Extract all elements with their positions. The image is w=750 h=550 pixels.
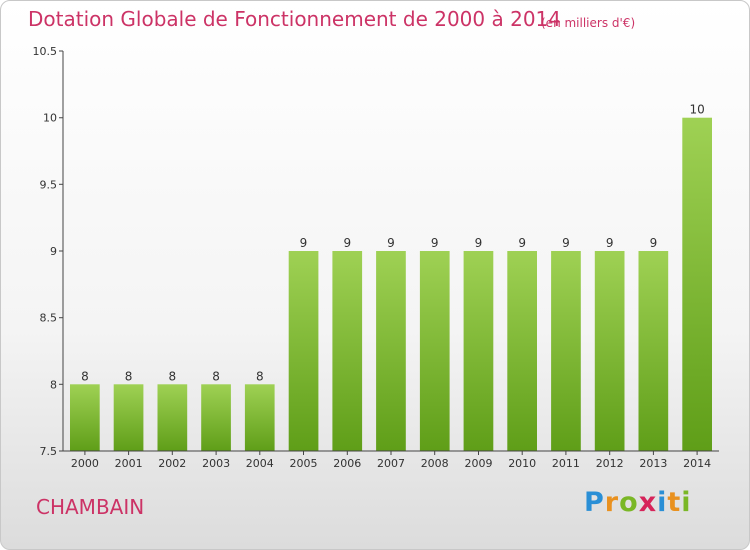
chart-title: Dotation Globale de Fonctionnement de 20… bbox=[28, 7, 561, 31]
data-label-2003: 8 bbox=[212, 369, 220, 383]
x-tick-label-2014: 2014 bbox=[683, 457, 711, 470]
x-tick-label-2000: 2000 bbox=[71, 457, 99, 470]
bar-2000 bbox=[70, 384, 100, 451]
x-tick-label-2013: 2013 bbox=[639, 457, 667, 470]
data-label-2012: 9 bbox=[606, 236, 614, 250]
y-tick-label-8: 8 bbox=[50, 378, 57, 391]
logo-letter: t bbox=[667, 487, 682, 518]
bar-2013 bbox=[638, 251, 669, 451]
y-tick-label-9.5: 9.5 bbox=[40, 178, 58, 191]
x-tick-label-2004: 2004 bbox=[246, 457, 274, 470]
commune-name: CHAMBAIN bbox=[36, 495, 145, 519]
data-label-2005: 9 bbox=[300, 236, 308, 250]
bar-2003 bbox=[201, 384, 231, 451]
bar-2005 bbox=[288, 251, 319, 451]
data-label-2002: 8 bbox=[168, 369, 176, 383]
unit-label: (en milliers d'€) bbox=[541, 16, 636, 30]
bar-2011 bbox=[551, 251, 581, 451]
logo-letter: P bbox=[584, 487, 605, 518]
logo-letter: r bbox=[604, 487, 620, 518]
bar-2010 bbox=[507, 251, 537, 451]
y-tick-label-9: 9 bbox=[50, 245, 57, 258]
bar-2009 bbox=[463, 251, 494, 451]
x-tick-label-2008: 2008 bbox=[421, 457, 449, 470]
x-tick-label-2006: 2006 bbox=[333, 457, 361, 470]
x-tick-label-2002: 2002 bbox=[158, 457, 186, 470]
data-label-2011: 9 bbox=[562, 236, 570, 250]
data-label-2001: 8 bbox=[125, 369, 133, 383]
axes-group: 2000 2001 2002 2003 2004 2005 2006 2007 2008 2009… bbox=[33, 45, 719, 470]
bar-2012 bbox=[594, 251, 625, 451]
y-tick-label-7.5: 7.5 bbox=[40, 445, 58, 458]
y-tick-label-8.5: 8.5 bbox=[40, 312, 58, 325]
x-tick-label-2003: 2003 bbox=[202, 457, 230, 470]
y-tick-label-10: 10 bbox=[43, 112, 57, 125]
bar-2004 bbox=[244, 384, 275, 451]
data-label-2007: 9 bbox=[387, 236, 395, 250]
y-tick-label-10.5: 10.5 bbox=[33, 45, 58, 58]
x-tick-label-2007: 2007 bbox=[377, 457, 405, 470]
data-label-2006: 9 bbox=[343, 236, 351, 250]
bar-2014 bbox=[682, 117, 712, 451]
data-label-2004: 8 bbox=[256, 369, 264, 383]
bar-2008 bbox=[419, 251, 450, 451]
data-label-2010: 9 bbox=[518, 236, 526, 250]
bar-2007 bbox=[376, 251, 406, 451]
bars-group: 8 8 8 8 8 9 9 9 9 9 9 9 9 9 10 bbox=[70, 103, 712, 451]
data-label-2013: 9 bbox=[650, 236, 658, 250]
bar-2001 bbox=[113, 384, 144, 451]
x-tick-label-2005: 2005 bbox=[290, 457, 318, 470]
data-label-2008: 9 bbox=[431, 236, 439, 250]
x-tick-label-2009: 2009 bbox=[465, 457, 493, 470]
data-label-2009: 9 bbox=[475, 236, 483, 250]
x-tick-label-2011: 2011 bbox=[552, 457, 580, 470]
data-label-2000: 8 bbox=[81, 369, 89, 383]
logo-letter: o bbox=[619, 487, 639, 518]
x-tick-label-2010: 2010 bbox=[508, 457, 536, 470]
logo-letter: i bbox=[657, 487, 668, 518]
logo-letter: i bbox=[681, 487, 692, 518]
bar-2002 bbox=[157, 384, 188, 451]
data-label-2014: 10 bbox=[689, 103, 704, 117]
logo-letter: x bbox=[638, 487, 658, 518]
x-tick-label-2001: 2001 bbox=[115, 457, 143, 470]
bar-2006 bbox=[332, 251, 363, 451]
x-tick-label-2012: 2012 bbox=[596, 457, 624, 470]
proxiti-logo: Proxiti bbox=[584, 487, 692, 518]
